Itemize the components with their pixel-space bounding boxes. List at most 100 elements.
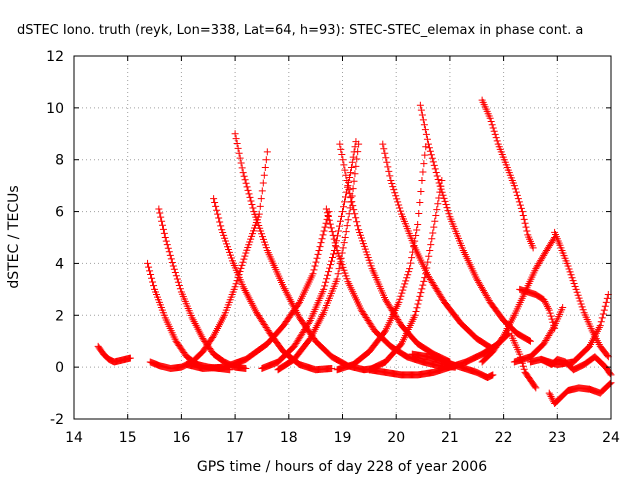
data-point (597, 318, 605, 326)
data-point (403, 274, 411, 282)
data-point (341, 198, 349, 206)
series-group (210, 195, 336, 374)
data-point (173, 275, 181, 283)
data-point (596, 322, 604, 330)
data-point (147, 271, 155, 279)
data-point (427, 151, 435, 159)
data-point (159, 225, 167, 233)
data-point (352, 162, 360, 170)
data-point (442, 201, 450, 208)
series-group (146, 148, 271, 372)
data-point (339, 244, 347, 252)
data-point (397, 292, 405, 300)
data-point (413, 304, 421, 312)
data-point (347, 163, 355, 171)
data-point (519, 362, 527, 370)
data-point (578, 303, 586, 311)
data-point (414, 221, 422, 229)
data-point (317, 239, 325, 247)
data-point (237, 159, 245, 167)
data-point (431, 217, 439, 225)
data-point (232, 135, 240, 143)
data-point (342, 228, 350, 236)
data-point (328, 257, 336, 265)
data-point (340, 203, 348, 211)
data-point (603, 351, 611, 359)
data-point (337, 145, 345, 153)
data-point (417, 289, 425, 297)
data-point (548, 394, 556, 402)
data-point (572, 285, 580, 293)
series-group (94, 342, 134, 366)
data-point (430, 223, 438, 231)
data-point (394, 198, 402, 206)
x-tick-label: 19 (334, 430, 352, 446)
data-point (512, 188, 520, 196)
data-point (419, 116, 427, 124)
data-point (443, 204, 451, 212)
data-point (146, 267, 154, 275)
data-point (526, 337, 534, 345)
data-point (349, 185, 357, 193)
data-point (162, 237, 170, 245)
data-point (547, 312, 555, 320)
data-point (445, 210, 453, 218)
data-point (420, 277, 428, 285)
data-point (156, 209, 164, 217)
data-point (559, 304, 567, 312)
data-point (573, 288, 581, 296)
data-point (318, 235, 326, 243)
data-point (325, 216, 333, 224)
data-point (349, 153, 357, 161)
data-point (243, 183, 251, 191)
data-point (486, 114, 494, 122)
series-group (408, 350, 497, 382)
data-point (600, 306, 608, 314)
data-point (166, 251, 174, 259)
data-point (309, 270, 317, 278)
x-tick-label: 21 (441, 430, 459, 446)
data-point (342, 193, 350, 201)
data-point (263, 148, 271, 156)
data-point (319, 231, 327, 239)
data-point (262, 156, 270, 164)
data-point (316, 243, 324, 251)
data-point (415, 210, 423, 218)
series-group (322, 205, 459, 371)
data-point (351, 143, 359, 151)
data-point (390, 186, 398, 194)
y-tick-label: 6 (55, 205, 64, 221)
y-tick-label: 2 (55, 308, 64, 324)
data-point (435, 179, 443, 187)
data-series (94, 96, 615, 407)
data-point (210, 195, 218, 203)
data-point (421, 274, 429, 282)
data-point (174, 278, 182, 286)
series-group (526, 353, 615, 379)
data-point (606, 380, 614, 388)
y-axis-label: dSTEC / TECUs (6, 185, 22, 288)
data-point (164, 244, 172, 252)
data-point (149, 278, 157, 286)
data-point (314, 250, 322, 258)
data-point (434, 176, 442, 184)
data-point (405, 268, 413, 276)
data-point (570, 280, 578, 288)
data-point (157, 213, 165, 221)
data-point (413, 226, 421, 234)
data-point (322, 219, 330, 227)
data-point (388, 180, 396, 188)
data-point (606, 370, 614, 378)
data-point (421, 126, 429, 134)
data-point (150, 282, 158, 290)
data-point (337, 254, 345, 262)
data-point (288, 299, 296, 307)
data-point (169, 262, 177, 270)
series-group (537, 291, 612, 369)
data-point (429, 158, 437, 166)
data-point (247, 197, 255, 205)
data-point (515, 198, 523, 206)
data-point (312, 258, 320, 266)
data-point (126, 354, 134, 362)
